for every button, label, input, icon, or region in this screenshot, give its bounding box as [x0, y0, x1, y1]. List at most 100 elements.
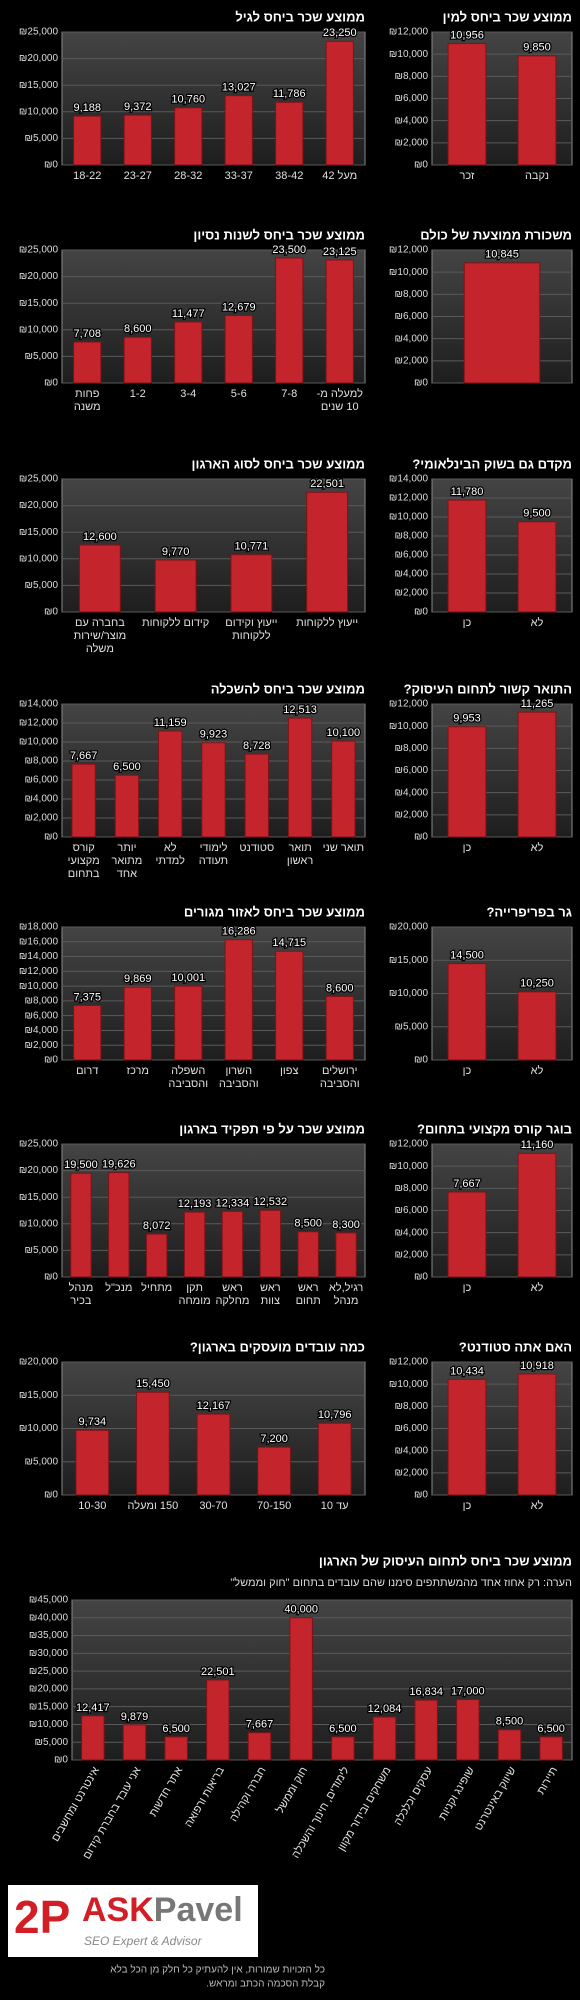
- x-tick-label: כן: [462, 1065, 472, 1077]
- y-tick-label: ₪4,000: [394, 569, 428, 580]
- bar: [317, 1422, 352, 1496]
- x-tick-label: זכר: [459, 170, 475, 182]
- bar: [325, 995, 354, 1061]
- chart-title: התואר קשור לתחום העיסוק?: [404, 681, 572, 696]
- x-tick-label: צפון: [280, 1065, 299, 1077]
- plot-area: [71, 1599, 573, 1761]
- x-tick-label: ייעוץ ללקוחות: [296, 617, 359, 629]
- y-tick-label: ₪2,000: [24, 1040, 58, 1051]
- value-label: 8,600: [124, 323, 152, 335]
- y-tick-label: ₪4,000: [24, 1025, 58, 1036]
- bar: [81, 1715, 105, 1761]
- x-tick-label: 18-22: [73, 170, 102, 182]
- value-label: 10,771: [235, 541, 269, 553]
- value-label: 6,500: [329, 1723, 357, 1735]
- x-tick-label: קידום ללקוחות: [141, 617, 210, 629]
- bar: [287, 717, 313, 838]
- value-label: 9,734: [79, 1416, 107, 1428]
- bar: [463, 262, 541, 384]
- value-label: 16,834: [409, 1686, 443, 1698]
- y-tick-label: ₪0: [44, 607, 58, 618]
- y-tick-label: ₪6,000: [394, 93, 428, 104]
- y-tick-label: ₪10,000: [389, 267, 429, 278]
- y-tick-label: ₪0: [44, 1490, 58, 1501]
- y-tick-label: ₪15,000: [19, 80, 59, 91]
- y-tick-label: ₪20,000: [29, 1684, 69, 1695]
- chart-title: ממוצע שכר ביחס לסוג הארגון: [192, 456, 365, 471]
- y-tick-label: ₪0: [414, 1490, 428, 1501]
- value-label: 7,708: [73, 328, 101, 340]
- y-tick-label: ₪0: [414, 832, 428, 843]
- bar: [247, 1732, 272, 1761]
- x-tick-label: יותר מתואר אחד: [111, 842, 143, 880]
- x-tick-label: השפלה והסביבה: [168, 1065, 209, 1090]
- y-tick-label: ₪8,000: [394, 1183, 428, 1194]
- bar: [517, 711, 557, 838]
- bar: [183, 1211, 206, 1278]
- x-tick-label: 38-42: [275, 170, 304, 182]
- y-tick-label: ₪2,000: [394, 137, 428, 148]
- y-tick-label: ₪0: [44, 160, 58, 171]
- y-tick-label: ₪4,000: [24, 794, 58, 805]
- y-tick-label: ₪0: [414, 160, 428, 171]
- logo-brand: ASKPavel: [82, 1891, 243, 1929]
- value-label: 6,500: [537, 1723, 565, 1735]
- x-tick-label: ראש צוות: [260, 1282, 281, 1307]
- y-tick-label: ₪14,000: [389, 474, 429, 485]
- value-label: 9,850: [523, 42, 551, 54]
- y-tick-label: ₪15,000: [29, 1701, 69, 1712]
- x-tick-label: 28-32: [174, 170, 203, 182]
- bar: [372, 1716, 397, 1761]
- bar: [275, 101, 304, 166]
- value-label: 22,501: [201, 1666, 235, 1678]
- bar: [257, 1446, 291, 1496]
- value-label: 9,953: [453, 713, 481, 725]
- x-tick-label: 7-8: [281, 388, 298, 400]
- bar: [154, 559, 197, 613]
- x-tick-label: בריאות ורפואה: [183, 1765, 227, 1830]
- y-tick-label: ₪25,000: [19, 245, 59, 256]
- x-tick-label: 5-6: [230, 388, 247, 400]
- y-tick-label: ₪20,000: [19, 1165, 59, 1176]
- x-tick-label: כן: [462, 617, 472, 629]
- chart-title: ממוצע שכר ביחס לשנות נסיון: [193, 227, 365, 242]
- value-label: 16,286: [222, 926, 256, 938]
- bar: [145, 1233, 168, 1278]
- y-tick-label: ₪10,000: [19, 1423, 59, 1434]
- chart-title: כמה עובדים מועסקים בארגון?: [190, 1339, 365, 1354]
- chart-title: גר בפריפרייה?: [486, 904, 572, 919]
- value-label: 10,001: [171, 972, 205, 984]
- x-tick-label: כן: [462, 1500, 472, 1512]
- y-tick-label: ₪15,000: [389, 955, 429, 966]
- y-tick-label: ₪2,000: [394, 809, 428, 820]
- y-tick-label: ₪35,000: [29, 1630, 69, 1641]
- bar: [539, 1736, 563, 1761]
- value-label: 9,770: [162, 546, 190, 558]
- plot-area: [61, 926, 366, 1061]
- x-tick-label: מעל 42: [322, 170, 358, 182]
- bar: [325, 259, 354, 384]
- value-label: 12,193: [178, 1198, 212, 1210]
- y-tick-label: ₪5,000: [394, 1021, 428, 1032]
- y-tick-label: ₪0: [414, 607, 428, 618]
- y-tick-label: ₪10,000: [389, 49, 429, 60]
- bar: [196, 1413, 231, 1496]
- value-label: 11,159: [154, 717, 187, 729]
- y-tick-label: ₪45,000: [29, 1595, 69, 1606]
- y-tick-label: ₪25,000: [19, 1139, 59, 1150]
- y-tick-label: ₪5,000: [24, 580, 58, 591]
- bar: [70, 1172, 92, 1278]
- x-tick-label: תואר ראשון: [286, 842, 314, 867]
- y-tick-label: ₪2,000: [394, 1249, 428, 1260]
- y-tick-label: ₪6,000: [394, 550, 428, 561]
- value-label: 7,200: [260, 1433, 288, 1445]
- x-tick-label: דרום: [76, 1065, 99, 1077]
- value-label: 8,728: [243, 740, 271, 752]
- value-label: 10,760: [171, 94, 205, 106]
- bar: [335, 1232, 357, 1278]
- x-tick-label: ראש מחלקה: [215, 1282, 250, 1307]
- y-tick-label: ₪0: [44, 1272, 58, 1283]
- y-tick-label: ₪0: [414, 378, 428, 389]
- bar: [174, 985, 203, 1061]
